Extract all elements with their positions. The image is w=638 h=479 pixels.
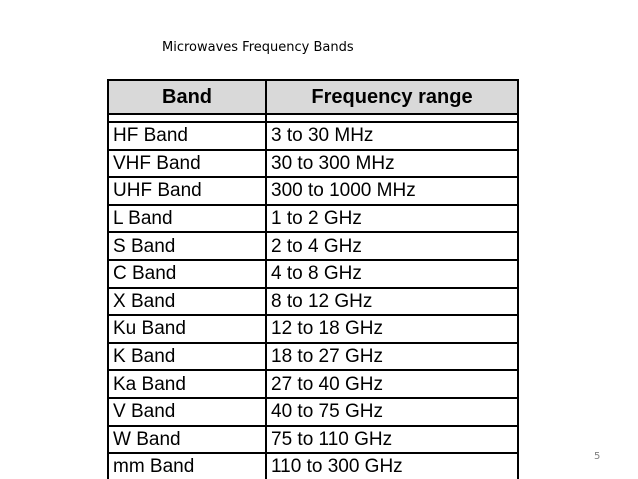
band-cell: S Band	[107, 231, 267, 261]
band-cell: mm Band	[107, 452, 267, 479]
table-row: K Band 18 to 27 GHz	[107, 341, 519, 372]
header-frequency-range: Frequency range	[265, 79, 519, 114]
band-cell: V Band	[107, 396, 267, 427]
table-row: UHF Band 300 to 1000 MHz	[107, 176, 519, 206]
table-row: W Band 75 to 110 GHz	[107, 424, 519, 455]
band-cell: X Band	[107, 286, 267, 317]
frequency-range-cell: 2 to 4 GHz	[265, 231, 519, 261]
table-row: Ku Band 12 to 18 GHz	[107, 314, 519, 344]
table-row: Ka Band 27 to 40 GHz	[107, 369, 519, 399]
band-cell: K Band	[107, 341, 267, 372]
band-cell: L Band	[107, 203, 267, 234]
frequency-range-cell: 30 to 300 MHz	[265, 148, 519, 179]
table-header-row: Band Frequency range	[107, 79, 519, 114]
band-cell: Ka Band	[107, 369, 267, 399]
gap-cell	[107, 113, 267, 122]
frequency-range-cell: 4 to 8 GHz	[265, 258, 519, 289]
table-row: HF Band 3 to 30 MHz	[107, 121, 519, 151]
frequency-range-cell: 110 to 300 GHz	[265, 452, 519, 479]
band-cell: HF Band	[107, 121, 267, 151]
table-body: HF Band 3 to 30 MHz VHF Band 30 to 300 MHz U…	[107, 113, 519, 479]
table-row: C Band 4 to 8 GHz	[107, 258, 519, 289]
frequency-range-cell: 8 to 12 GHz	[265, 286, 519, 317]
frequency-range-cell: 18 to 27 GHz	[265, 341, 519, 372]
table-row: S Band 2 to 4 GHz	[107, 231, 519, 261]
frequency-range-cell: 3 to 30 MHz	[265, 121, 519, 151]
frequency-range-cell: 27 to 40 GHz	[265, 369, 519, 399]
frequency-range-cell: 300 to 1000 MHz	[265, 176, 519, 206]
band-cell: W Band	[107, 424, 267, 455]
slide-title: Microwaves Frequency Bands	[162, 40, 354, 55]
page-number: 5	[594, 451, 601, 462]
table-row: mm Band 110 to 300 GHz	[107, 452, 519, 479]
band-cell: VHF Band	[107, 148, 267, 179]
table-row: X Band 8 to 12 GHz	[107, 286, 519, 317]
table-row: VHF Band 30 to 300 MHz	[107, 148, 519, 179]
band-cell: Ku Band	[107, 314, 267, 344]
table-row: V Band 40 to 75 GHz	[107, 396, 519, 427]
frequency-range-cell: 12 to 18 GHz	[265, 314, 519, 344]
table-row: L Band 1 to 2 GHz	[107, 203, 519, 234]
frequency-range-cell: 75 to 110 GHz	[265, 424, 519, 455]
gap-cell	[265, 113, 519, 122]
band-cell: UHF Band	[107, 176, 267, 206]
frequency-band-table: Band Frequency range HF Band 3 to 30 MHz V…	[107, 79, 519, 479]
band-cell: C Band	[107, 258, 267, 289]
frequency-range-cell: 40 to 75 GHz	[265, 396, 519, 427]
header-gap-row	[107, 113, 519, 122]
frequency-range-cell: 1 to 2 GHz	[265, 203, 519, 234]
header-band: Band	[107, 79, 267, 114]
